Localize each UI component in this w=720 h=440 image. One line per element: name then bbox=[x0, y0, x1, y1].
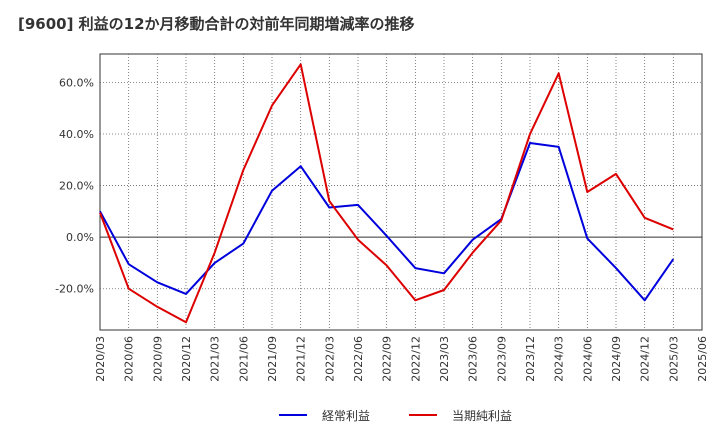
series-lines bbox=[99, 63, 675, 324]
x-tick-label: 2021/12 bbox=[295, 336, 308, 382]
x-tick-label: 2025/03 bbox=[667, 336, 680, 382]
x-tick-label: 2023/12 bbox=[524, 336, 537, 382]
x-tick-label: 2023/06 bbox=[467, 336, 480, 382]
legend: 経常利益 当期純利益 bbox=[279, 409, 512, 423]
legend-label: 当期純利益 bbox=[452, 409, 512, 423]
x-tick-label: 2022/03 bbox=[323, 336, 336, 382]
y-axis-ticks: -20.0% 0.0% 20.0% 40.0% 60.0% bbox=[55, 76, 94, 295]
x-tick-label: 2022/12 bbox=[409, 336, 422, 382]
x-tick-label: 2024/06 bbox=[581, 336, 594, 382]
chart-title: [9600] 利益の12か月移動合計の対前年同期増減率の推移 bbox=[18, 15, 415, 33]
y-tick-label: 60.0% bbox=[59, 76, 94, 89]
grid-lines bbox=[100, 54, 702, 330]
x-tick-label: 2021/09 bbox=[266, 336, 279, 382]
x-tick-label: 2020/03 bbox=[94, 336, 107, 382]
y-tick-label: 20.0% bbox=[59, 180, 94, 193]
series-line-当期純利益 bbox=[99, 63, 674, 324]
x-tick-label: 2020/06 bbox=[123, 336, 136, 382]
y-tick-label: 0.0% bbox=[66, 231, 94, 244]
x-tick-label: 2020/12 bbox=[180, 336, 193, 382]
x-tick-label: 2023/09 bbox=[495, 336, 508, 382]
x-tick-label: 2021/06 bbox=[237, 336, 250, 382]
x-tick-label: 2024/12 bbox=[639, 336, 652, 382]
x-tick-label: 2024/03 bbox=[553, 336, 566, 382]
x-tick-label: 2021/03 bbox=[209, 336, 222, 382]
x-tick-label: 2022/09 bbox=[381, 336, 394, 382]
legend-label: 経常利益 bbox=[322, 409, 370, 423]
x-tick-label: 2025/06 bbox=[696, 336, 709, 382]
y-tick-label: 40.0% bbox=[59, 128, 94, 141]
x-axis-ticks: 2020/03 2020/06 2020/09 2020/12 2021/03 2021/… bbox=[94, 336, 709, 382]
x-tick-label: 2020/09 bbox=[151, 336, 164, 382]
y-tick-label: -20.0% bbox=[55, 283, 94, 296]
series-line-経常利益 bbox=[99, 142, 675, 302]
x-tick-label: 2023/03 bbox=[438, 336, 451, 382]
x-tick-label: 2022/06 bbox=[352, 336, 365, 382]
x-tick-label: 2024/09 bbox=[610, 336, 623, 382]
